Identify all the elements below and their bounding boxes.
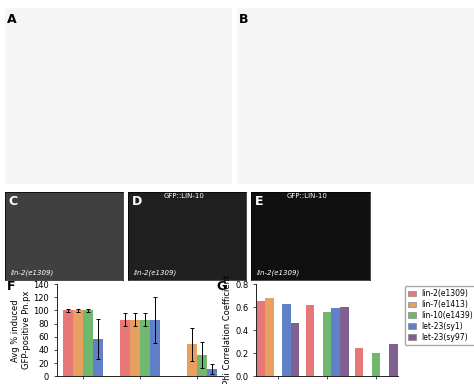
- Text: F: F: [7, 280, 16, 293]
- Bar: [82, 311, 92, 376]
- Text: E: E: [255, 195, 263, 208]
- Text: C: C: [8, 195, 18, 208]
- Bar: [130, 320, 140, 376]
- Text: lin-2(e1309): lin-2(e1309): [257, 269, 301, 276]
- Bar: [150, 320, 160, 376]
- Text: D: D: [131, 195, 142, 208]
- Text: lin-2(e1309): lin-2(e1309): [134, 269, 177, 276]
- Bar: [63, 311, 73, 376]
- Bar: [207, 369, 217, 376]
- Bar: [187, 344, 197, 376]
- Bar: [355, 348, 363, 376]
- Text: lin-2(e1309): lin-2(e1309): [10, 269, 54, 276]
- Text: G: G: [216, 280, 227, 293]
- Bar: [340, 307, 348, 376]
- Bar: [120, 320, 130, 376]
- Text: B: B: [239, 13, 249, 26]
- Bar: [92, 339, 103, 376]
- Legend: lin-2(e1309), lin-7(e1413), lin-10(e1439), let-23(sy1), let-23(sy97): lin-2(e1309), lin-7(e1413), lin-10(e1439…: [405, 286, 474, 345]
- Bar: [372, 353, 380, 376]
- Text: GFP::LIN-10: GFP::LIN-10: [164, 193, 204, 199]
- Bar: [306, 305, 314, 376]
- Bar: [331, 308, 340, 376]
- Bar: [389, 344, 398, 376]
- Bar: [283, 304, 291, 376]
- Bar: [265, 298, 274, 376]
- Text: GFP::LIN-10: GFP::LIN-10: [287, 193, 328, 199]
- Bar: [140, 320, 150, 376]
- Bar: [73, 311, 82, 376]
- Bar: [323, 312, 331, 376]
- Text: A: A: [7, 13, 17, 26]
- Y-axis label: Avg % induced
GFP-positive Pn.px: Avg % induced GFP-positive Pn.px: [11, 291, 31, 369]
- Bar: [197, 355, 207, 376]
- Bar: [291, 323, 300, 376]
- Bar: [256, 301, 265, 376]
- Y-axis label: Phi Correlation Coefficient: Phi Correlation Coefficient: [223, 275, 232, 384]
